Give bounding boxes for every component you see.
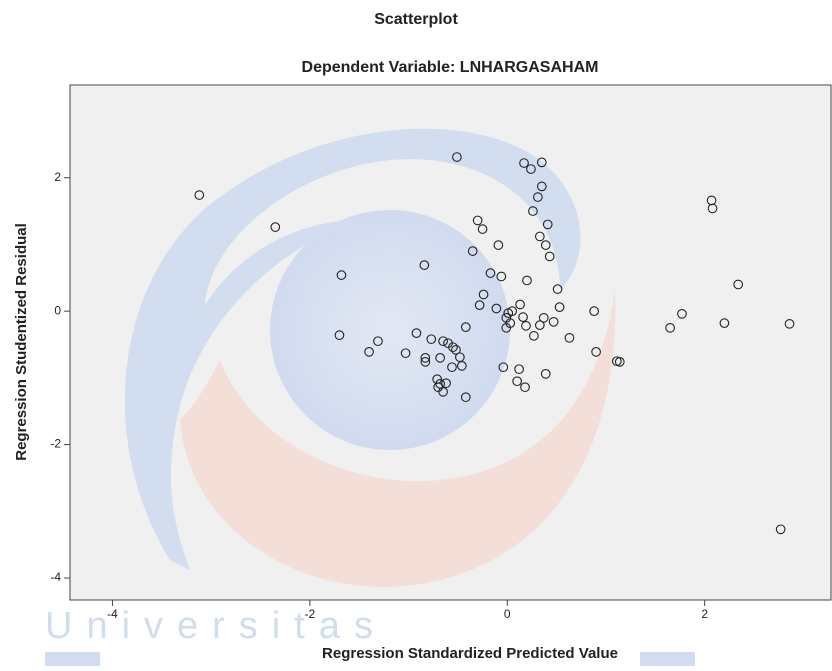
watermark-bar	[45, 652, 100, 666]
chart-subtitle: Dependent Variable: LNHARGASAHAM	[302, 59, 599, 76]
point	[536, 181, 547, 192]
point	[548, 316, 559, 327]
point	[400, 348, 411, 359]
point	[589, 306, 599, 316]
point	[451, 344, 461, 355]
point	[373, 336, 383, 347]
point	[467, 246, 478, 256]
point	[460, 392, 471, 403]
point	[507, 306, 518, 316]
point	[485, 268, 496, 278]
point	[426, 334, 437, 345]
watermark-logo	[124, 128, 616, 587]
point	[472, 215, 483, 226]
point	[514, 364, 524, 375]
point	[334, 330, 345, 341]
point	[493, 240, 504, 250]
point	[528, 206, 538, 216]
point	[526, 164, 536, 174]
watermark-text: Universitas	[45, 605, 387, 647]
point	[534, 231, 545, 242]
point	[515, 299, 525, 310]
point	[478, 289, 489, 300]
point	[540, 240, 551, 250]
point	[554, 302, 565, 312]
x-axis-label: Regression Standardized Predicted Value	[322, 645, 618, 662]
point	[521, 320, 531, 331]
point	[719, 318, 730, 329]
x-tick-label: 0	[504, 607, 511, 621]
point	[435, 352, 445, 363]
point	[447, 362, 457, 373]
point	[512, 376, 522, 387]
point	[491, 303, 502, 314]
point	[419, 260, 430, 270]
chart-title: Scatterplot	[374, 11, 458, 28]
point	[534, 320, 545, 331]
y-axis-label: Regression Studentized Residual	[13, 223, 30, 461]
watermark-bar	[640, 652, 695, 666]
point	[564, 332, 575, 343]
point	[448, 342, 458, 353]
point	[540, 369, 551, 379]
point	[665, 322, 675, 333]
point	[452, 152, 462, 162]
point	[518, 312, 528, 323]
point	[542, 219, 553, 230]
point	[438, 336, 448, 347]
point	[420, 352, 431, 363]
point	[538, 312, 549, 323]
point	[496, 271, 507, 282]
point	[591, 346, 601, 357]
point	[411, 328, 422, 339]
point	[457, 360, 467, 371]
y-tick-label: 0	[54, 303, 61, 317]
point	[522, 275, 532, 286]
point	[520, 382, 530, 393]
point	[438, 387, 448, 397]
point	[460, 322, 471, 333]
point	[474, 300, 485, 310]
point	[441, 378, 451, 389]
point	[519, 158, 529, 168]
point	[336, 270, 347, 280]
x-tick-label: -4	[107, 607, 118, 621]
point	[775, 524, 786, 535]
point	[270, 222, 281, 232]
point	[733, 279, 744, 290]
y-tick-label: -2	[50, 437, 61, 451]
point	[614, 356, 625, 367]
point	[533, 192, 543, 202]
point	[529, 330, 539, 341]
x-tick-label: 2	[701, 607, 708, 621]
y-tick-label: -4	[50, 570, 61, 584]
point	[707, 203, 718, 214]
point	[784, 318, 795, 329]
point	[420, 356, 431, 367]
y-tick-label: 2	[54, 170, 61, 184]
point	[498, 362, 509, 373]
x-tick-label: -2	[305, 607, 316, 621]
point	[544, 251, 555, 262]
point	[477, 224, 488, 234]
point	[677, 308, 687, 319]
point	[501, 322, 512, 333]
point	[536, 157, 547, 168]
point	[194, 190, 205, 200]
point	[364, 346, 374, 357]
point	[552, 284, 563, 294]
